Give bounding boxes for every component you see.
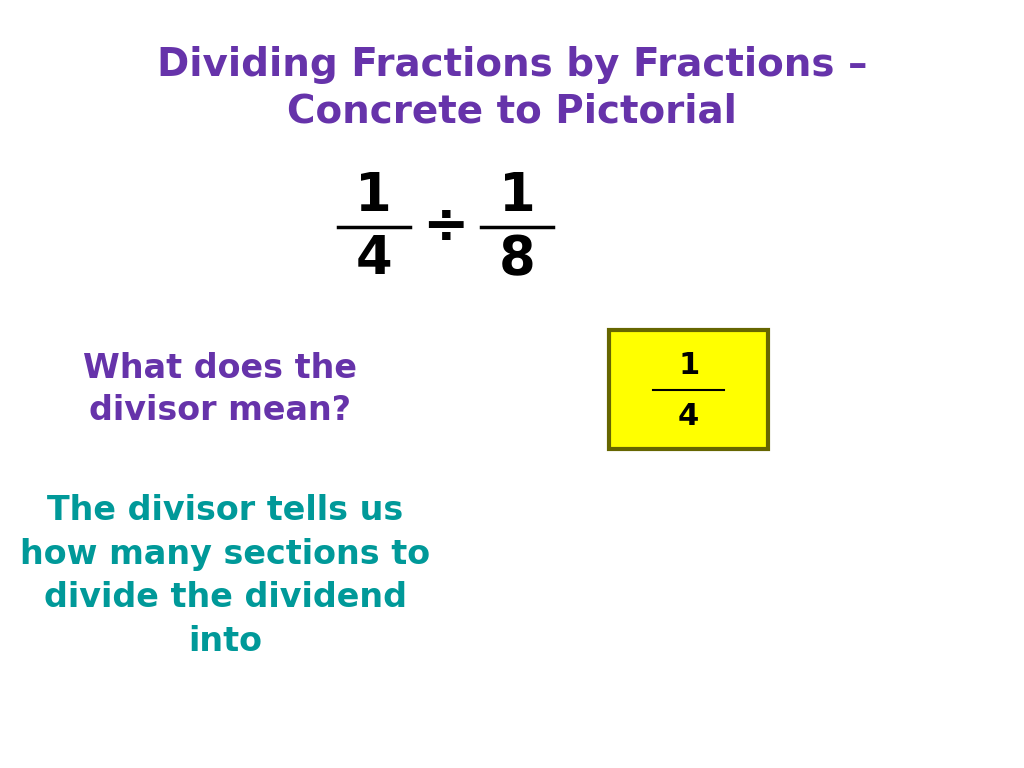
Text: Dividing Fractions by Fractions –: Dividing Fractions by Fractions – xyxy=(157,46,867,84)
Text: divide the dividend: divide the dividend xyxy=(44,581,407,614)
Text: The divisor tells us: The divisor tells us xyxy=(47,495,403,527)
Text: into: into xyxy=(188,625,262,657)
FancyBboxPatch shape xyxy=(609,330,768,449)
Text: Concrete to Pictorial: Concrete to Pictorial xyxy=(287,92,737,131)
Text: how many sections to: how many sections to xyxy=(20,538,430,571)
Text: What does the: What does the xyxy=(83,353,357,385)
Text: 1: 1 xyxy=(499,170,536,222)
Text: 4: 4 xyxy=(678,402,699,431)
Text: divisor mean?: divisor mean? xyxy=(89,395,351,427)
Text: 4: 4 xyxy=(355,233,392,285)
Text: ÷: ÷ xyxy=(422,200,469,253)
Text: 8: 8 xyxy=(499,233,536,285)
Text: 1: 1 xyxy=(355,170,392,222)
Text: 1: 1 xyxy=(678,351,699,379)
